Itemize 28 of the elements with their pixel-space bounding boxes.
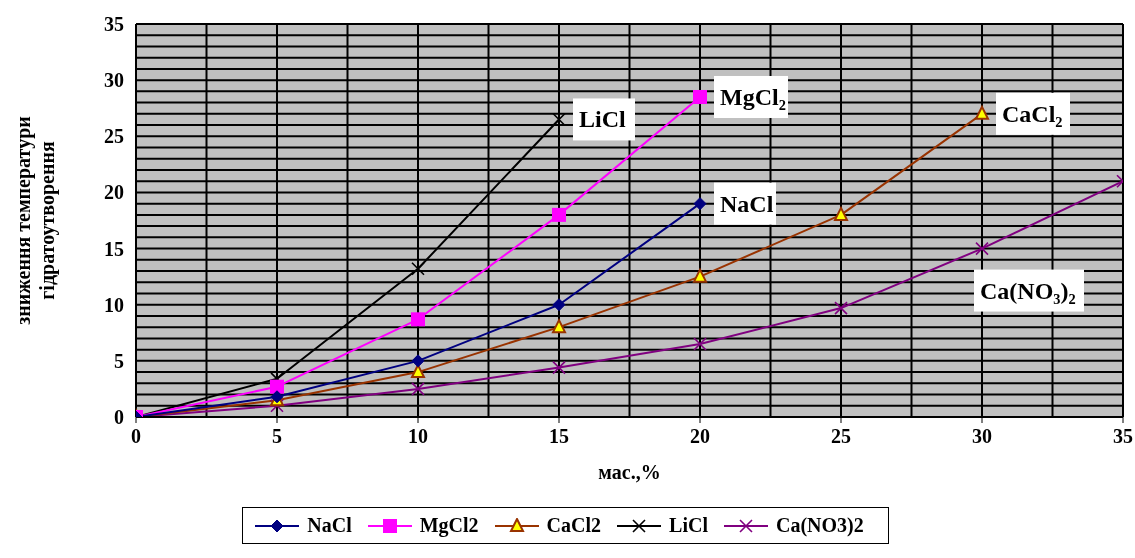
y-tick-label: 0 [114,406,124,428]
y-tick-label: 10 [104,293,124,316]
x-axis-title: мас.,% [598,461,661,483]
x-tick-label: 15 [549,425,569,447]
annotation: Ca(NO₃)₂ [980,277,1076,304]
legend-label: NaCl [307,514,352,537]
x-tick-label: 35 [1113,425,1133,447]
annotation: NaCl [720,190,774,217]
y-tick-label: 5 [114,349,124,372]
legend-label: MgCl2 [419,514,479,537]
y-tick-label: 35 [104,13,124,35]
legend-label: LiCl [669,514,708,537]
x-tick-label: 25 [831,425,851,447]
y-tick-label: 25 [104,125,124,148]
y-tick-label: 20 [104,181,124,204]
annotation: LiCl [579,106,627,133]
y-tick-label: 15 [104,237,124,260]
x-tick-label: 5 [272,425,282,447]
y-axis-title: зниження температури гідратоутворення [12,116,59,325]
annotation: MgCl₂ [720,83,786,110]
annotation: CaCl₂ [1002,100,1063,127]
y-tick-label: 30 [104,69,124,92]
x-tick-label: 30 [972,425,992,447]
legend-label: Ca(NO3)2 [775,514,864,537]
x-tick-label: 10 [408,425,428,447]
x-tick-label: 20 [690,425,710,447]
x-tick-label: 0 [131,425,141,447]
legend-label: CaCl2 [546,514,602,537]
